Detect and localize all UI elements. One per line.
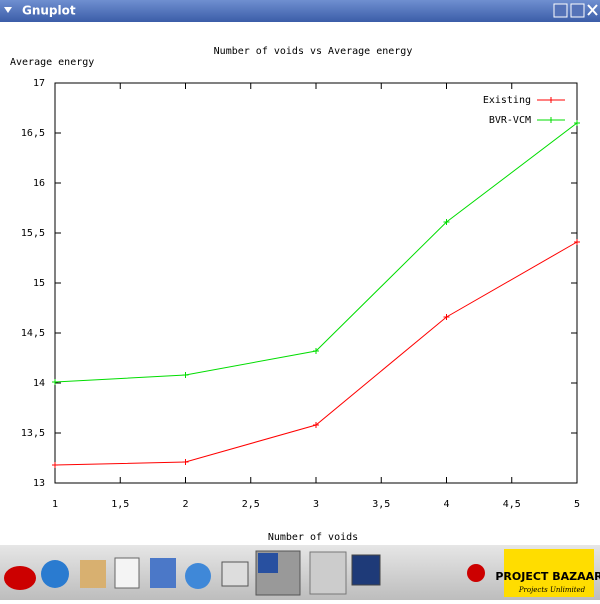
workspace[interactable]: [258, 553, 278, 573]
taskbar: PROJECT BAZAAR Projects Unlimited: [0, 545, 600, 600]
maximize-button[interactable]: [570, 3, 585, 18]
x-tick-label: 4: [443, 499, 449, 510]
x-tick-label: 1,5: [111, 499, 129, 510]
menu-button[interactable]: [4, 7, 12, 13]
y-tick-label: 15: [33, 278, 45, 289]
series-line: [54, 122, 578, 383]
app-icon[interactable]: [309, 551, 347, 595]
x-tick-label: 4,5: [503, 499, 521, 510]
chart-title: Number of voids vs Average energy: [214, 46, 413, 57]
point: [182, 459, 189, 465]
point: [182, 372, 189, 378]
point: [443, 314, 450, 320]
y-tick-label: 16,5: [21, 128, 45, 139]
legend-label: Existing: [483, 95, 531, 106]
app-icon[interactable]: [80, 560, 106, 588]
x-tick-label: 3,5: [372, 499, 390, 510]
point: [574, 239, 580, 245]
x-axis-label: Number of voids: [268, 532, 358, 543]
y-tick-label: 13: [33, 478, 45, 489]
window-title: Gnuplot: [22, 4, 76, 18]
y-tick-label: 16: [33, 178, 45, 189]
point: [313, 348, 319, 354]
x-tick-label: 3: [313, 499, 319, 510]
y-tick-label: 15,5: [21, 228, 45, 239]
title-bar: [0, 0, 600, 22]
app-icon[interactable]: [114, 557, 140, 589]
x-tick-label: 2,5: [242, 499, 260, 510]
y-axis-label: Average energy: [10, 57, 94, 68]
x-tick-label: 2: [182, 499, 188, 510]
logo-box: [504, 549, 594, 597]
point: [443, 219, 450, 225]
x-tick-label: 5: [574, 499, 580, 510]
point: [313, 422, 319, 428]
app-icon[interactable]: [221, 561, 249, 587]
app-icon[interactable]: [185, 563, 211, 589]
y-tick-label: 14: [33, 378, 45, 389]
app-icon[interactable]: [150, 558, 176, 588]
legend-swatch: [548, 97, 554, 103]
close-button[interactable]: [587, 4, 598, 16]
app-icon[interactable]: [41, 560, 69, 588]
minimize-button[interactable]: [553, 3, 568, 18]
status-icon: [467, 564, 485, 582]
tagline: Projects Unlimited: [518, 586, 586, 594]
point: [574, 120, 580, 126]
point: [52, 379, 58, 385]
app-icon[interactable]: [4, 566, 36, 590]
x-tick-label: 1: [52, 499, 58, 510]
point: [52, 462, 58, 468]
logo: PROJECT BAZAAR: [495, 570, 600, 583]
terminal-icon[interactable]: [351, 554, 381, 586]
y-tick-label: 17: [33, 78, 45, 89]
legend-swatch: [548, 117, 554, 123]
legend-label: BVR-VCM: [489, 115, 531, 126]
y-tick-label: 13,5: [21, 428, 45, 439]
y-tick-label: 14,5: [21, 328, 45, 339]
